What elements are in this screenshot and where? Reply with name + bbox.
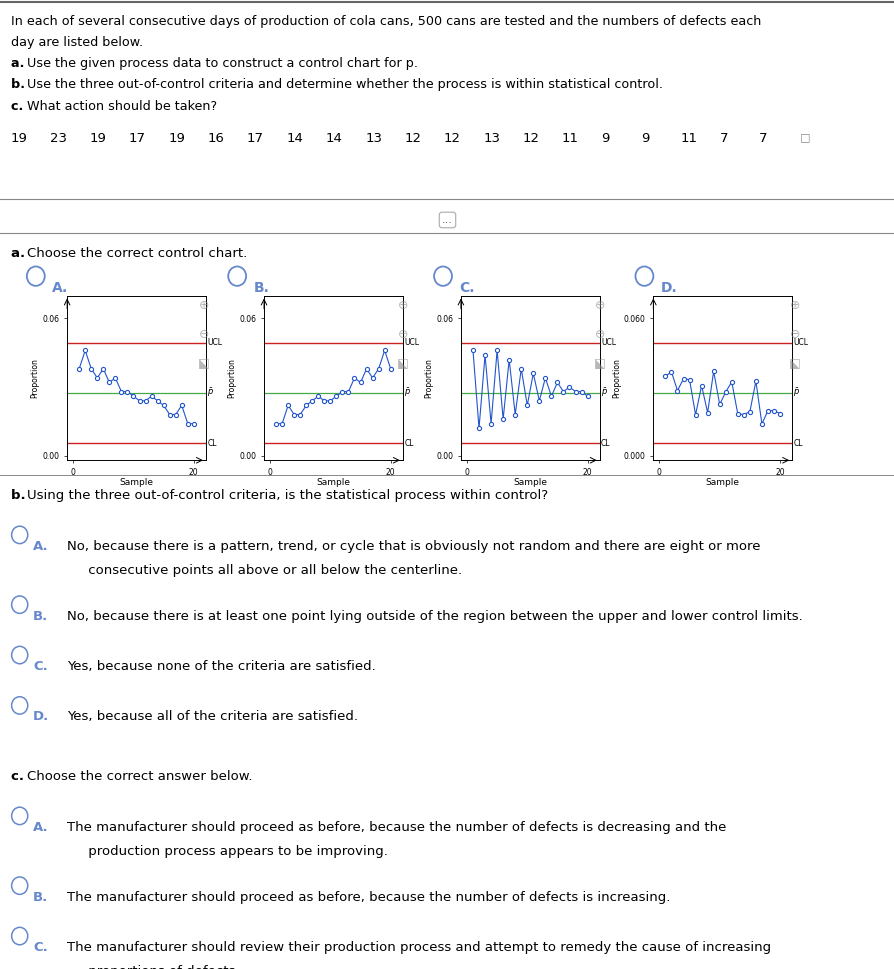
Text: 11: 11: [679, 132, 696, 144]
Text: No, because there is a pattern, trend, or cycle that is obviously not random and: No, because there is a pattern, trend, o…: [67, 540, 760, 552]
Text: 12: 12: [522, 132, 539, 144]
Text: No, because there is at least one point lying outside of the region between the : No, because there is at least one point …: [67, 610, 802, 622]
Text: Choose the correct control chart.: Choose the correct control chart.: [27, 247, 247, 260]
Text: ⬕: ⬕: [198, 357, 210, 370]
Text: Yes, because all of the criteria are satisfied.: Yes, because all of the criteria are sat…: [67, 710, 358, 723]
Text: a.: a.: [11, 57, 29, 70]
Text: CL: CL: [793, 439, 802, 448]
Text: 13: 13: [483, 132, 500, 144]
Text: B.: B.: [33, 891, 48, 903]
Text: 11: 11: [561, 132, 578, 144]
X-axis label: Sample: Sample: [513, 479, 546, 487]
Text: D.: D.: [660, 281, 677, 295]
Text: CL: CL: [404, 439, 413, 448]
Text: What action should be taken?: What action should be taken?: [27, 100, 216, 112]
Text: b.: b.: [11, 489, 30, 502]
Text: 9: 9: [601, 132, 609, 144]
Text: ⊕: ⊕: [789, 298, 799, 312]
Text: ⊕: ⊕: [594, 298, 604, 312]
Text: Use the three out-of-control criteria and determine whether the process is withi: Use the three out-of-control criteria an…: [27, 78, 662, 91]
Text: 19: 19: [168, 132, 185, 144]
Text: UCL: UCL: [404, 338, 418, 348]
Text: CL: CL: [601, 439, 610, 448]
Text: B.: B.: [253, 281, 269, 295]
Text: UCL: UCL: [793, 338, 807, 348]
Text: c.: c.: [11, 770, 29, 783]
Text: 23: 23: [50, 132, 67, 144]
X-axis label: Sample: Sample: [705, 479, 738, 487]
Text: 19: 19: [89, 132, 106, 144]
Text: a.: a.: [11, 247, 30, 260]
X-axis label: Sample: Sample: [316, 479, 350, 487]
Text: 12: 12: [443, 132, 460, 144]
Text: 19: 19: [11, 132, 28, 144]
Text: Using the three out-of-control criteria, is the statistical process within contr: Using the three out-of-control criteria,…: [27, 489, 547, 502]
Y-axis label: Proportion: Proportion: [424, 358, 433, 398]
Text: The manufacturer should proceed as before, because the number of defects is incr: The manufacturer should proceed as befor…: [67, 891, 670, 903]
Text: CL: CL: [207, 439, 216, 448]
Text: UCL: UCL: [601, 338, 615, 348]
Text: 7: 7: [758, 132, 766, 144]
Text: The manufacturer should proceed as before, because the number of defects is decr: The manufacturer should proceed as befor…: [67, 821, 726, 833]
Text: Yes, because none of the criteria are satisfied.: Yes, because none of the criteria are sa…: [67, 660, 375, 672]
Text: ⬕: ⬕: [396, 357, 409, 370]
Text: production process appears to be improving.: production process appears to be improvi…: [67, 845, 388, 858]
Text: Use the given process data to construct a control chart for p.: Use the given process data to construct …: [27, 57, 417, 70]
Text: 17: 17: [129, 132, 146, 144]
Text: b.: b.: [11, 78, 30, 91]
Text: 7: 7: [719, 132, 727, 144]
Text: C.: C.: [33, 941, 47, 953]
Text: C.: C.: [459, 281, 474, 295]
Text: $\bar{p}$: $\bar{p}$: [601, 387, 607, 399]
Text: In each of several consecutive days of production of cola cans, 500 cans are tes: In each of several consecutive days of p…: [11, 15, 760, 27]
Text: B.: B.: [33, 610, 48, 622]
Y-axis label: Proportion: Proportion: [227, 358, 236, 398]
Text: $\bar{p}$: $\bar{p}$: [793, 387, 799, 399]
Text: c.: c.: [11, 100, 28, 112]
Text: ⊖: ⊖: [789, 328, 799, 341]
Text: 16: 16: [207, 132, 224, 144]
Text: ⬕: ⬕: [788, 357, 800, 370]
Text: UCL: UCL: [207, 338, 222, 348]
Text: A.: A.: [33, 540, 48, 552]
Text: day are listed below.: day are listed below.: [11, 36, 143, 48]
Text: $\bar{p}$: $\bar{p}$: [404, 387, 410, 399]
Text: consecutive points all above or all below the centerline.: consecutive points all above or all belo…: [67, 564, 461, 577]
Text: 13: 13: [365, 132, 382, 144]
Text: The manufacturer should review their production process and attempt to remedy th: The manufacturer should review their pro…: [67, 941, 771, 953]
Text: ⊕: ⊕: [397, 298, 408, 312]
Text: 14: 14: [286, 132, 303, 144]
Text: ⬕: ⬕: [593, 357, 605, 370]
Text: $\bar{p}$: $\bar{p}$: [207, 387, 214, 399]
Text: A.: A.: [33, 821, 48, 833]
Text: 17: 17: [247, 132, 264, 144]
Text: □: □: [799, 132, 810, 141]
Text: 9: 9: [640, 132, 648, 144]
Text: 14: 14: [325, 132, 342, 144]
Text: 12: 12: [404, 132, 421, 144]
Y-axis label: Proportion: Proportion: [30, 358, 39, 398]
X-axis label: Sample: Sample: [120, 479, 153, 487]
Text: A.: A.: [52, 281, 68, 295]
Text: Choose the correct answer below.: Choose the correct answer below.: [27, 770, 252, 783]
Text: ⊖: ⊖: [594, 328, 604, 341]
Text: ⊖: ⊖: [198, 328, 209, 341]
Y-axis label: Proportion: Proportion: [611, 358, 620, 398]
Text: ⊖: ⊖: [397, 328, 408, 341]
Text: ...: ...: [442, 215, 452, 225]
Text: D.: D.: [33, 710, 49, 723]
Text: ⊕: ⊕: [198, 298, 209, 312]
Text: proportions of defects.: proportions of defects.: [67, 965, 240, 969]
Text: C.: C.: [33, 660, 47, 672]
